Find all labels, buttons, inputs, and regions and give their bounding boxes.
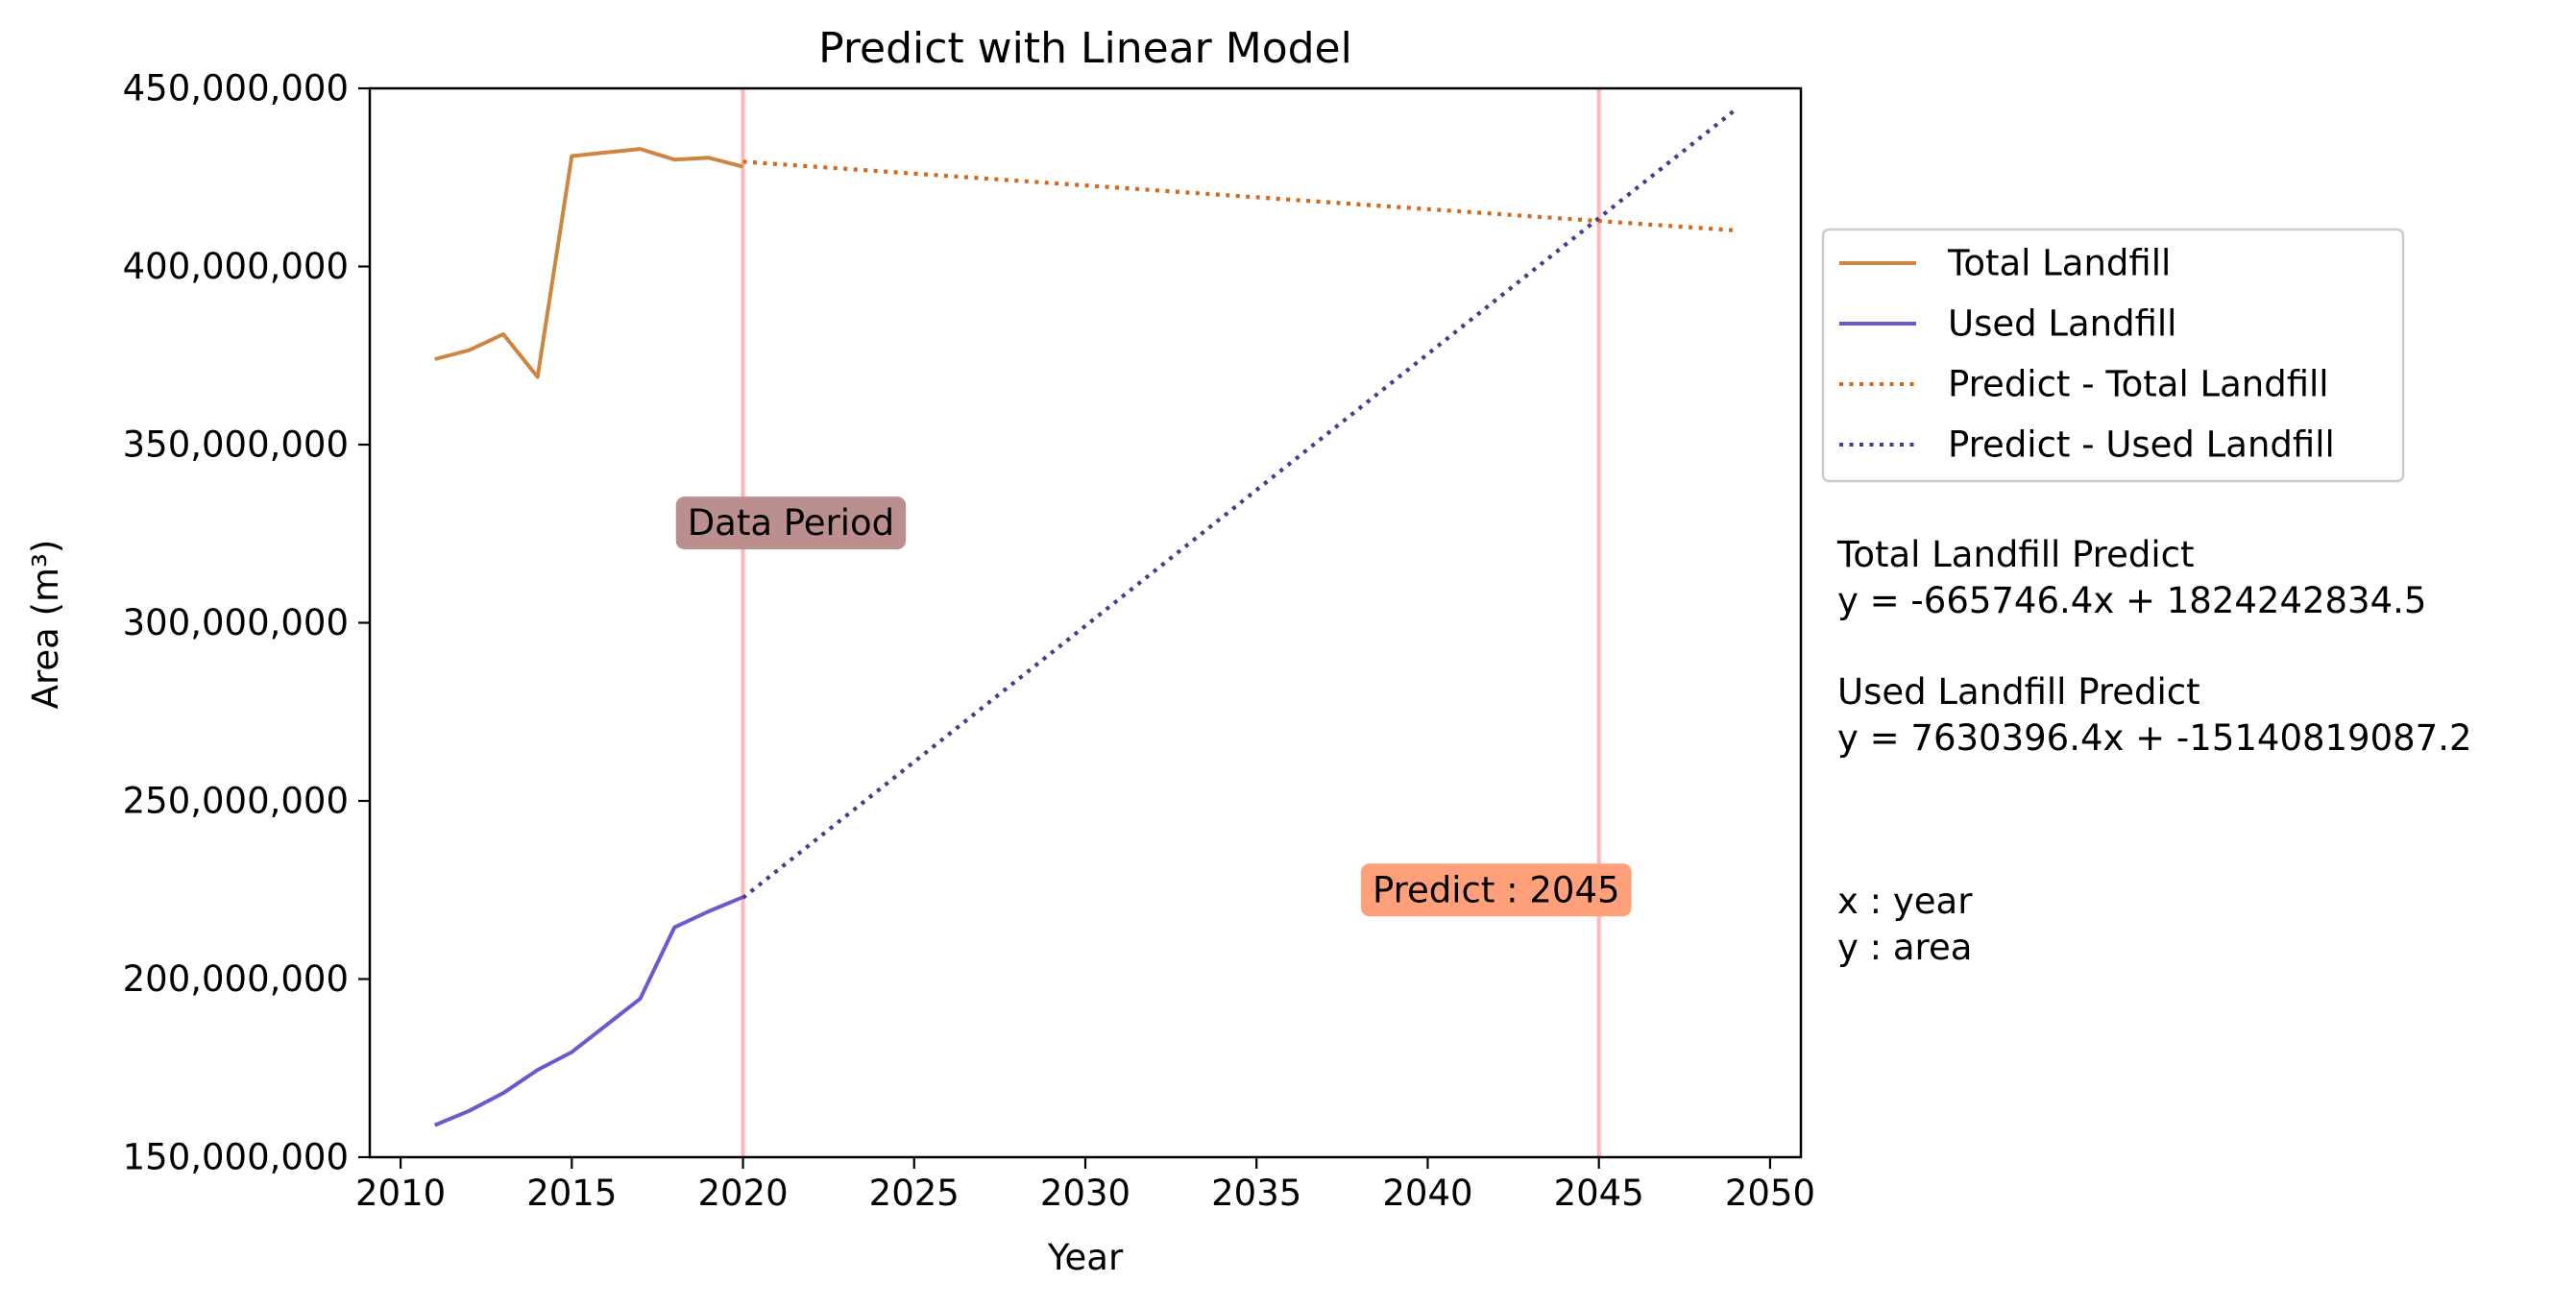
series-line-3	[742, 159, 1737, 233]
annotation-2: Predict : 2045	[1360, 863, 1632, 917]
legend-label-3: Predict - Total Landfill	[1948, 364, 2329, 405]
annotation-text: Data Period	[688, 502, 894, 544]
x-tick-label: 2045	[1554, 1173, 1644, 1214]
x-tick-label: 2030	[1040, 1173, 1130, 1214]
y-tick-label: 250,000,000	[123, 781, 349, 822]
annotations: Data Period Predict : 2045	[675, 496, 1632, 917]
y-axis-label: Area (m³)	[25, 540, 66, 710]
series-lines	[433, 108, 1738, 1127]
y-tick-label: 150,000,000	[123, 1137, 349, 1178]
legend: Total Landfill Used Landfill Predict - Tot…	[1821, 228, 2405, 483]
x-axis-label: Year	[1047, 1237, 1124, 1278]
x-tick-label: 2040	[1382, 1173, 1472, 1214]
x-tick-label: 2010	[355, 1173, 446, 1214]
axes: 2010 2015 2020 2025 2030 2035 2040 2045 2050 150,…	[123, 68, 1815, 1215]
legend-label-4: Predict - Used Landfill	[1948, 424, 2335, 466]
annotation-1: Data Period	[675, 496, 907, 550]
series-line-1	[434, 147, 744, 379]
x-tick-label: 2015	[526, 1173, 617, 1214]
used-predict-equation: y = 7630396.4x + -15140819087.2	[1837, 717, 2472, 759]
legend-label-1: Total Landfill	[1947, 243, 2171, 284]
y-tick-label: 450,000,000	[123, 68, 349, 109]
y-tick-label: 200,000,000	[123, 958, 349, 1000]
x-tick-label: 2020	[697, 1173, 788, 1214]
plot-area	[370, 88, 1801, 1157]
annotation-box	[675, 496, 907, 550]
chart-title: Predict with Linear Model	[818, 24, 1352, 73]
series-line-2	[433, 895, 744, 1127]
annotation-text: Predict : 2045	[1373, 869, 1620, 910]
plot-background	[370, 88, 1801, 1157]
y-tick-label: 300,000,000	[123, 602, 349, 643]
legend-box	[1821, 228, 2405, 483]
total-predict-equation: y = -665746.4x + 1824242834.5	[1837, 580, 2427, 621]
x-tick-label: 2035	[1211, 1173, 1301, 1214]
legend-label-2: Used Landfill	[1948, 303, 2176, 345]
y-tick-label: 400,000,000	[123, 246, 349, 287]
annotation-box	[1360, 863, 1632, 917]
y-definition: y : area	[1837, 927, 1973, 968]
x-definition: x : year	[1837, 881, 1973, 922]
x-tick-label: 2050	[1725, 1173, 1815, 1214]
total-predict-title: Total Landfill Predict	[1837, 534, 2195, 575]
used-predict-title: Used Landfill Predict	[1837, 671, 2200, 713]
reference-lines	[741, 88, 1601, 1157]
x-tick-label: 2025	[869, 1173, 960, 1214]
y-tick-label: 350,000,000	[123, 424, 349, 466]
